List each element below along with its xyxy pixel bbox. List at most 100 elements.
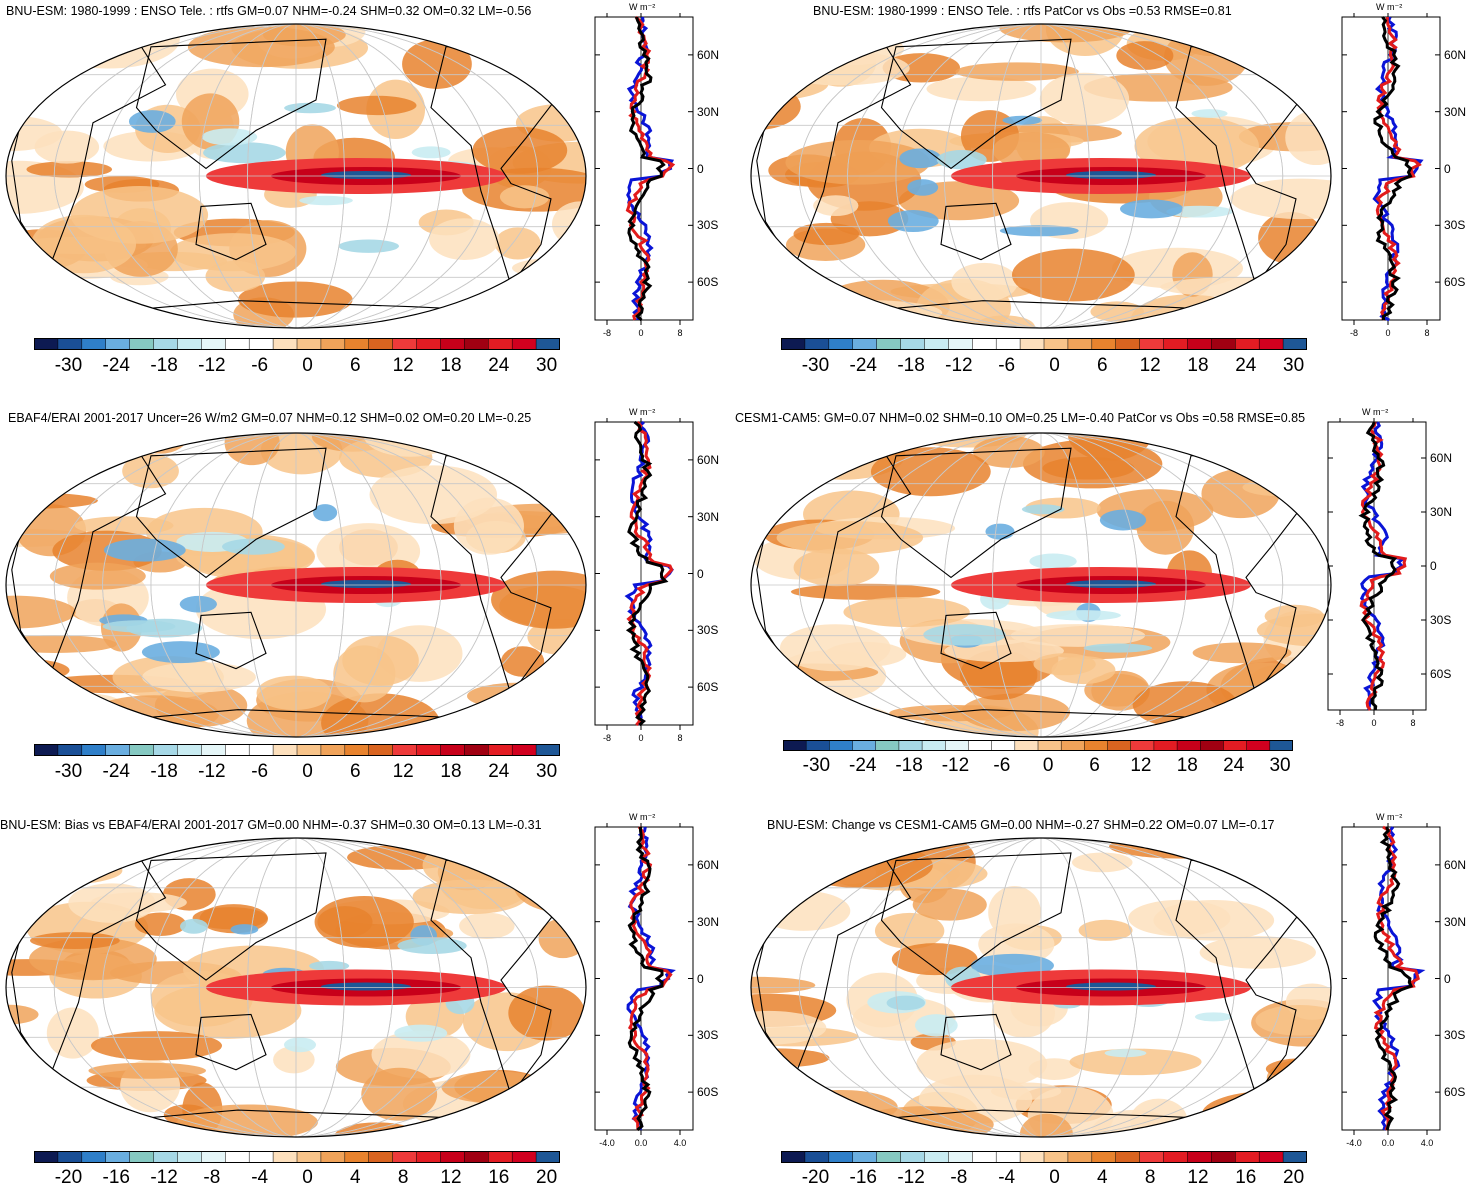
colorbar-label: -12 (198, 355, 225, 377)
lat-label: 30N (697, 511, 719, 523)
colorbar-swatch (1283, 338, 1307, 350)
field-patch (1202, 1091, 1345, 1138)
colorbar-label: 12 (1140, 355, 1161, 377)
colorbar-swatch (440, 744, 464, 756)
colorbar-label: -12 (150, 1167, 177, 1189)
colorbar-label: 18 (1177, 755, 1198, 777)
field-patch (30, 932, 120, 949)
colorbar-label: -30 (802, 355, 829, 377)
field-patch (1244, 863, 1343, 886)
colorbar-swatch (82, 744, 106, 756)
lat-label: 30S (1444, 1029, 1465, 1041)
zonal-profile (590, 810, 710, 1170)
field-patch (1012, 249, 1135, 302)
field-patch (792, 300, 942, 325)
colorbar-swatch (321, 744, 345, 756)
field-patch (907, 179, 938, 196)
colorbar-swatch (899, 740, 923, 751)
field-patch (456, 423, 570, 460)
x-tick-label: 0.0 (635, 1138, 648, 1148)
lat-label: 60S (697, 276, 718, 288)
field-patch (1193, 642, 1292, 663)
colorbar-label: -4 (251, 1167, 268, 1189)
colorbar-swatch (1038, 740, 1062, 751)
field-patch (1195, 1012, 1232, 1021)
colorbar-swatch (1235, 338, 1259, 350)
field-patch (18, 1089, 95, 1106)
zonal-profile (590, 405, 710, 765)
colorbar-label: -24 (103, 761, 130, 783)
panel-6: BNU-ESM: Change vs CESM1-CAM5 GM=0.00 NH… (745, 810, 1483, 1187)
field-patch (501, 646, 544, 677)
field-patch (899, 149, 941, 169)
lat-label: 60N (697, 859, 719, 871)
colorbar-swatch (1131, 740, 1155, 751)
colorbar-swatch (106, 744, 130, 756)
x-tick-label: 0 (1385, 328, 1390, 338)
lat-label: 60S (1430, 668, 1451, 680)
colorbar-swatch (464, 744, 488, 756)
colorbar-label: -30 (55, 761, 82, 783)
profile-unit: W m⁻² (629, 2, 655, 13)
zonal-profile (1337, 0, 1457, 360)
field-patch (206, 261, 266, 292)
colorbar-swatch (992, 740, 1016, 751)
profile-unit: W m⁻² (1362, 407, 1388, 418)
colorbar-swatch (34, 1151, 58, 1163)
field-patch (103, 620, 176, 632)
colorbar-label: 16 (488, 1167, 509, 1189)
field-patch (1029, 554, 1076, 569)
field-patch (1072, 853, 1133, 873)
map (0, 423, 600, 743)
colorbar-swatch (82, 1151, 106, 1163)
colorbar-swatch (972, 338, 996, 350)
colorbar-swatch (249, 1151, 273, 1163)
field-patch (1002, 116, 1042, 125)
colorbar-swatch (297, 744, 321, 756)
x-tick-label: 4.0 (1421, 1138, 1434, 1148)
x-tick-label: -4.0 (599, 1138, 615, 1148)
colorbar-swatch (1116, 338, 1140, 350)
colorbar-swatch (876, 740, 900, 751)
colorbar-label: -20 (802, 1167, 829, 1189)
field-patch (203, 142, 286, 163)
field-patch (1208, 303, 1248, 326)
field-patch (1255, 1005, 1343, 1036)
colorbar-swatch (1259, 338, 1283, 350)
colorbar-swatch (1164, 1151, 1188, 1163)
x-tick-label: 8 (677, 733, 682, 743)
colorbar-swatch (225, 1151, 249, 1163)
colorbar-swatch (345, 338, 369, 350)
enso-center (321, 171, 411, 179)
lat-label: 30N (1444, 916, 1466, 928)
colorbar-swatch (393, 338, 417, 350)
colorbar-swatch (393, 1151, 417, 1163)
colorbar-swatch (369, 1151, 393, 1163)
lat-label: 30N (1444, 106, 1466, 118)
field-patch (180, 919, 208, 934)
colorbar-label: -18 (150, 355, 177, 377)
colorbar-label: 20 (1283, 1167, 1304, 1189)
colorbar-label: 20 (536, 1167, 557, 1189)
colorbar-swatch (130, 744, 154, 756)
field-patch (1, 853, 58, 879)
colorbar-swatch (321, 338, 345, 350)
x-tick-label: 8 (1410, 718, 1415, 728)
field-patch (843, 597, 969, 627)
colorbar-label: -12 (942, 755, 969, 777)
panel-1: BNU-ESM: 1980-1999 : ENSO Tele. : rtfs G… (0, 0, 740, 390)
colorbar-swatch (273, 338, 297, 350)
colorbar (34, 1151, 560, 1163)
field-patch (284, 1037, 316, 1052)
colorbar-swatch (154, 744, 178, 756)
profile-other-line (1375, 827, 1411, 1130)
colorbar-swatch (781, 338, 805, 350)
lat-label: 0 (1444, 973, 1451, 985)
colorbar-swatch (968, 740, 992, 751)
zonal-profile (1323, 405, 1443, 750)
lat-label: 30S (697, 1029, 718, 1041)
colorbar-swatch (1270, 740, 1293, 751)
lat-label: 60N (1430, 452, 1452, 464)
colorbar-swatch (440, 1151, 464, 1163)
lat-label: 0 (697, 163, 704, 175)
